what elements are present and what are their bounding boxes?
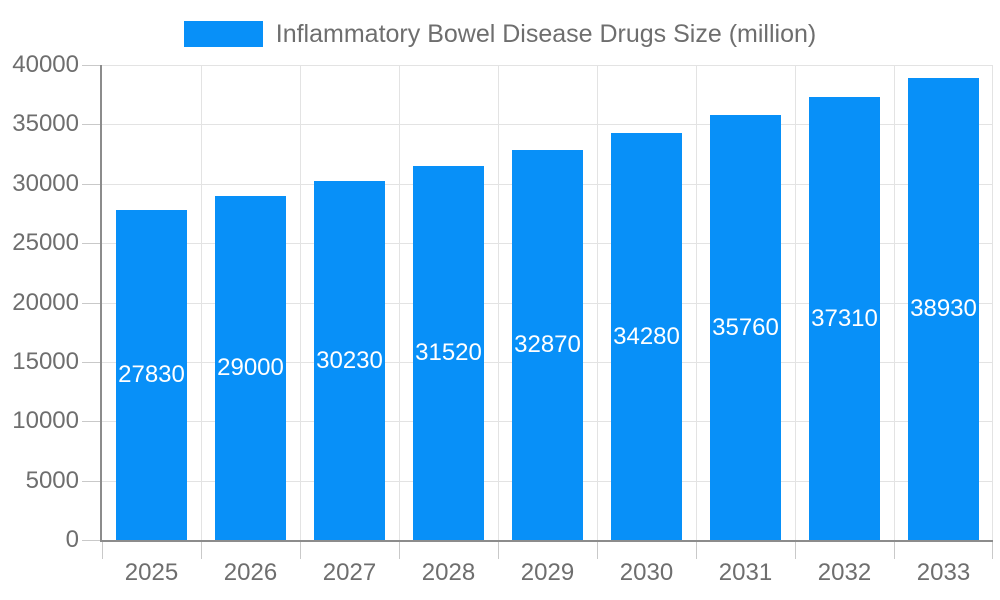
y-tick-label: 25000	[12, 229, 79, 256]
y-tick-label: 5000	[25, 467, 79, 494]
v-gridline	[894, 65, 895, 540]
v-gridline	[696, 65, 697, 540]
bar-value-label: 32870	[514, 331, 581, 358]
h-gridline	[102, 65, 993, 66]
v-gridline	[597, 65, 598, 540]
y-tick	[82, 124, 100, 125]
x-tick-label: 2028	[421, 559, 476, 586]
v-gridline	[992, 65, 993, 540]
x-tick	[300, 542, 301, 559]
x-tick-label: 2026	[223, 559, 278, 586]
bar-value-label: 31520	[415, 339, 482, 366]
x-tick-label: 2030	[619, 559, 674, 586]
bar-value-label: 35760	[712, 313, 779, 341]
x-tick-label: 2029	[520, 559, 575, 586]
y-tick-label: 0	[65, 526, 79, 553]
x-tick	[201, 542, 202, 559]
bar-2026[interactable]: 29000	[215, 196, 286, 540]
y-tick-label: 35000	[12, 110, 79, 137]
y-tick-label: 10000	[12, 407, 79, 434]
y-tick	[82, 243, 100, 244]
x-tick-label: 2031	[718, 559, 773, 586]
bar-2025[interactable]: 27830	[116, 210, 187, 540]
y-tick	[82, 184, 100, 185]
h-gridline	[102, 124, 993, 125]
x-tick	[498, 542, 499, 559]
x-tick	[894, 542, 895, 559]
x-tick	[399, 542, 400, 559]
bar-2028[interactable]: 31520	[413, 166, 484, 540]
x-tick-label: 2027	[322, 559, 377, 586]
bar-value-label: 37310	[811, 304, 878, 332]
y-tick-label: 30000	[12, 170, 79, 197]
v-gridline	[795, 65, 796, 540]
x-tick-label: 2032	[817, 559, 872, 586]
x-tick-label: 2033	[916, 559, 971, 586]
x-tick	[795, 542, 796, 559]
y-tick	[82, 362, 100, 363]
v-gridline	[201, 65, 202, 540]
y-tick-label: 40000	[12, 51, 79, 78]
bar-2033[interactable]: 38930	[908, 78, 979, 540]
y-tick-label: 15000	[12, 348, 79, 375]
x-tick-label: 2025	[124, 559, 179, 586]
plot-area: 27830 29000 30230 31520 32870 34280 35760 37310…	[82, 65, 993, 559]
y-tick	[82, 303, 100, 304]
bar-value-label: 30230	[316, 346, 383, 374]
legend-item[interactable]: Inflammatory Bowel Disease Drugs Size (m…	[0, 20, 1000, 48]
bar-2032[interactable]: 37310	[809, 97, 880, 540]
x-tick	[696, 542, 697, 559]
bar-value-label: 29000	[217, 354, 284, 381]
x-tick	[992, 542, 993, 559]
legend-swatch	[183, 21, 263, 47]
x-tick	[102, 542, 103, 559]
y-tick	[82, 481, 100, 482]
y-tick-label: 20000	[12, 289, 79, 316]
bar-value-label: 38930	[910, 295, 977, 322]
bar-2030[interactable]: 34280	[611, 133, 682, 540]
y-tick	[82, 65, 100, 66]
y-tick	[82, 421, 100, 422]
v-gridline	[498, 65, 499, 540]
bar-value-label: 27830	[118, 361, 185, 388]
bar-2031[interactable]: 35760	[710, 115, 781, 540]
x-tick	[597, 542, 598, 559]
legend-label: Inflammatory Bowel Disease Drugs Size (m…	[275, 20, 817, 48]
v-gridline	[399, 65, 400, 540]
bar-2027[interactable]: 30230	[314, 181, 385, 540]
y-tick	[82, 540, 100, 541]
bar-2029[interactable]: 32870	[512, 150, 583, 540]
v-gridline	[300, 65, 301, 540]
bar-value-label: 34280	[613, 322, 680, 350]
